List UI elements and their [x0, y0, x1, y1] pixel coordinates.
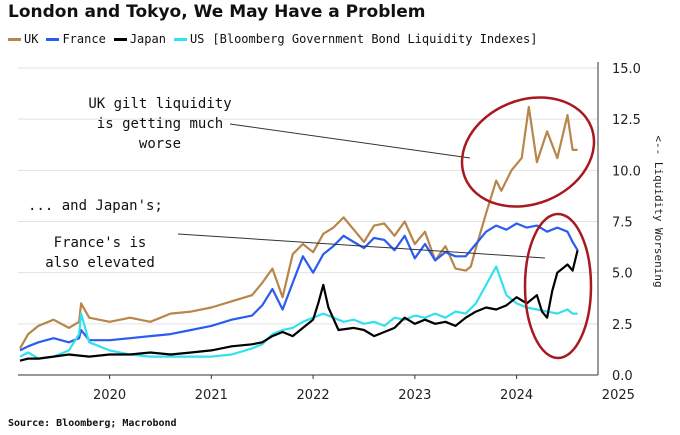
annotation-uk-line-1: is getting much [97, 116, 223, 132]
annotations: UK gilt liquidity is getting much worse...… [28, 96, 596, 360]
legend-swatch-us [173, 37, 187, 41]
legend-swatch-france [46, 37, 60, 41]
y-tick-label-6: 15.0 [612, 62, 641, 77]
x-tick-label-2: 2022 [297, 388, 330, 403]
annotation-uk-line-2: worse [139, 136, 181, 152]
y-tick-label-5: 12.5 [612, 113, 641, 128]
legend-suffix: [Bloomberg Government Bond Liquidity Ind… [212, 32, 538, 46]
annotation-france-pointer [177, 233, 546, 259]
legend-item-uk: UK [8, 32, 38, 46]
x-tick-label-0: 2020 [93, 388, 126, 403]
annotation-france-line-1: also elevated [45, 255, 155, 271]
y-tick-label-2: 5.0 [612, 267, 633, 282]
series-line-us [19, 265, 578, 360]
legend-item-us: US [173, 32, 205, 46]
series-line-france [19, 222, 579, 352]
legend-item-japan: Japan [113, 32, 166, 46]
x-tick-label-3: 2023 [398, 388, 431, 403]
series-lines [19, 105, 579, 362]
legend-label-uk: UK [24, 32, 39, 46]
x-tick-label-5: 2025 [602, 388, 635, 403]
legend-swatch-uk [8, 37, 21, 41]
annotation-france-line-0: France's is [54, 235, 147, 251]
y-tick-label-1: 2.5 [612, 318, 633, 333]
y-tick-label-3: 7.5 [612, 216, 633, 231]
legend-label-us: US [189, 32, 205, 46]
legend-label-japan: Japan [129, 32, 166, 46]
legend-swatch-japan [113, 37, 127, 41]
highlight-ellipse-uk [460, 96, 596, 208]
axes: 0.0 2.5 5.0 7.5 10.0 12.5 15.0 2020 2021 2022 2023… [18, 62, 665, 403]
highlight-ellipse-japan-france [523, 212, 593, 360]
y-tick-label-0: 0.0 [612, 369, 633, 384]
source-note: Source: Bloomberg; Macrobond [8, 418, 177, 429]
chart-legend: UK France Japan US [Bloomberg Government… [8, 32, 538, 46]
legend-label-france: France [62, 32, 106, 46]
chart-title: London and Tokyo, We May Have a Problem [8, 2, 426, 22]
annotation-japan: ... and Japan's; [28, 198, 163, 214]
y-axis-label: <-- Liquidity Worsening [652, 135, 665, 287]
x-tick-label-1: 2021 [195, 388, 228, 403]
annotation-uk-line-0: UK gilt liquidity [88, 96, 231, 112]
x-tick-label-4: 2024 [500, 388, 533, 403]
gridlines [18, 67, 598, 376]
y-tick-label-4: 10.0 [612, 164, 641, 179]
annotation-uk-pointer [229, 123, 471, 159]
series-line-uk [19, 105, 578, 349]
legend-item-france: France [46, 32, 106, 46]
